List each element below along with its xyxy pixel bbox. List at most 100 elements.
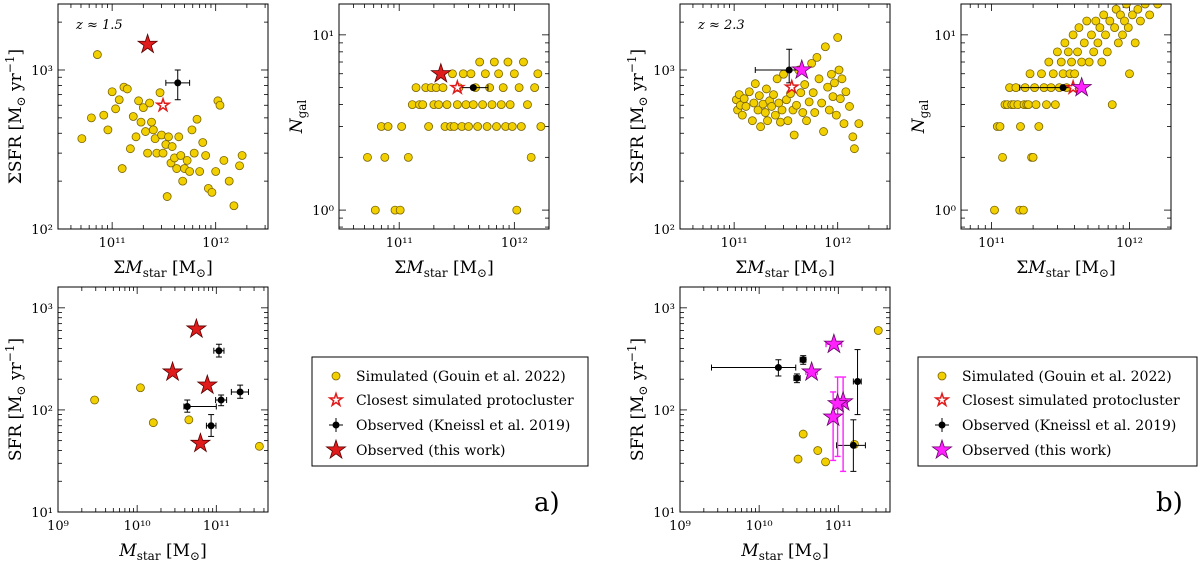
simulated-point bbox=[769, 90, 778, 100]
data-layer bbox=[710, 326, 883, 473]
legend-b-observed-this-label: Observed (this work) bbox=[962, 443, 1111, 459]
simulated-point bbox=[162, 192, 172, 201]
observed-prev-point bbox=[215, 347, 223, 355]
simulated-point bbox=[1101, 30, 1110, 40]
redshift-annotation: z ≈ 2.3 bbox=[697, 18, 745, 33]
simulated-point bbox=[211, 167, 221, 176]
simulated-point bbox=[1123, 23, 1133, 33]
simulated-point bbox=[1068, 30, 1078, 40]
simulated-point bbox=[395, 205, 405, 215]
simulated-point bbox=[143, 148, 153, 158]
simulated-point bbox=[235, 161, 244, 171]
simulated-point bbox=[1048, 69, 1058, 79]
simulated-point bbox=[201, 151, 211, 160]
simulated-point bbox=[772, 74, 782, 84]
simulated-point bbox=[760, 108, 770, 117]
simulated-point bbox=[1028, 152, 1038, 162]
closest-simulated-star bbox=[783, 78, 801, 95]
simulated-point bbox=[148, 125, 158, 135]
simulated-point bbox=[473, 122, 483, 131]
x-tick-label: 10¹² bbox=[824, 236, 851, 251]
simulated-point bbox=[782, 95, 791, 105]
simulated-point bbox=[1031, 100, 1041, 109]
simulated-point bbox=[854, 119, 864, 129]
panel-label-a: a) bbox=[534, 488, 560, 518]
y-axis-label: SFR [M⊙ yr−1] bbox=[3, 338, 28, 461]
simulated-point bbox=[812, 52, 822, 62]
simulated-point bbox=[1091, 16, 1101, 26]
observed-prev-point bbox=[236, 388, 244, 396]
simulated-point bbox=[737, 110, 747, 120]
simulated-point bbox=[763, 116, 772, 126]
simulated-point bbox=[824, 105, 834, 115]
simulated-point bbox=[749, 98, 759, 108]
simulated-point bbox=[147, 117, 156, 127]
simulated-point bbox=[184, 415, 194, 425]
simulated-point bbox=[800, 80, 810, 89]
data-layer bbox=[990, 4, 1163, 215]
legend-prev-dot bbox=[938, 421, 946, 429]
simulated-point bbox=[254, 441, 264, 451]
y-axis-label: ΣSFR [M⊙ yr−1] bbox=[3, 49, 28, 184]
simulated-point bbox=[523, 100, 532, 109]
panels: 10¹¹ 10¹² 10² 10³ ΣMstar [M⊙] ΣSFR [M⊙ yr−1] z… bbox=[3, 3, 1172, 563]
simulated-point bbox=[461, 100, 471, 109]
y-tick-label: 10² bbox=[31, 223, 53, 238]
simulated-point bbox=[174, 132, 184, 142]
simulated-point bbox=[814, 74, 824, 84]
plot-frame bbox=[679, 3, 891, 230]
simulated-point bbox=[1082, 16, 1092, 26]
y-axis-label: SFR [M⊙ yr−1] bbox=[625, 338, 650, 461]
panel-b_top_left: 10¹¹ 10¹² 10² 10³ ΣMstar [M⊙] ΣSFR [M⊙ yr−1] z… bbox=[625, 3, 891, 280]
simulated-point bbox=[475, 57, 485, 67]
simulated-point bbox=[1034, 122, 1044, 131]
simulated-point bbox=[503, 57, 513, 67]
simulated-point bbox=[789, 130, 799, 140]
legend-closest-star bbox=[933, 391, 951, 408]
y-tick-label: 10⁰ bbox=[312, 204, 334, 219]
ticks bbox=[960, 4, 1172, 229]
x-axis-label: ΣMstar [M⊙] bbox=[1016, 258, 1115, 280]
observed-this-star bbox=[161, 360, 184, 382]
simulated-point bbox=[1113, 38, 1123, 48]
simulated-point bbox=[762, 84, 771, 94]
simulated-point bbox=[92, 50, 102, 59]
simulated-point bbox=[774, 98, 784, 108]
simulated-point bbox=[1025, 69, 1035, 79]
legend-b-observed-this-marker bbox=[931, 438, 953, 460]
simulated-point bbox=[519, 57, 528, 67]
simulated-point bbox=[1120, 16, 1129, 26]
simulated-point bbox=[848, 132, 858, 142]
simulated-point bbox=[1125, 69, 1134, 79]
x-tick-label: 10¹¹ bbox=[721, 236, 748, 251]
legend-a: Simulated (Gouin et al. 2022) Closest si… bbox=[311, 356, 589, 467]
y-tick-label: 10² bbox=[653, 223, 675, 238]
simulated-point bbox=[189, 148, 199, 158]
simulated-point bbox=[1044, 57, 1054, 67]
x-tick-label: 10¹² bbox=[202, 236, 229, 251]
data-layer bbox=[90, 317, 264, 453]
simulated-point bbox=[1128, 10, 1137, 20]
simulated-point bbox=[533, 69, 543, 79]
panel-a_top_right: 10¹¹ 10¹² 10⁰ 10¹ ΣMstar [M⊙] Ngal bbox=[287, 3, 550, 280]
simulated-point bbox=[1140, 4, 1150, 9]
data-layer bbox=[731, 33, 864, 154]
simulated-point bbox=[141, 127, 150, 136]
simulated-point bbox=[1087, 30, 1096, 40]
simulated-point bbox=[810, 108, 820, 117]
x-tick-label: 10¹⁰ bbox=[746, 519, 773, 534]
observed-prev-point bbox=[799, 356, 807, 364]
simulated-point bbox=[122, 84, 132, 94]
simulated-point bbox=[99, 110, 109, 120]
simulated-point bbox=[808, 88, 818, 98]
simulated-point bbox=[1089, 47, 1099, 57]
simulated-point bbox=[229, 201, 239, 211]
y-tick-label: 10¹ bbox=[934, 29, 956, 44]
simulated-point bbox=[1016, 122, 1025, 131]
panel-a_bottom: 10⁹ 10¹⁰ 10¹¹ 10¹ 10² 10³ Mstar [M⊙] SFR [M⊙ yr… bbox=[3, 286, 269, 563]
ticks bbox=[679, 287, 890, 513]
observed-this-star bbox=[196, 373, 219, 395]
simulated-point bbox=[466, 69, 476, 79]
x-tick-label: 10¹⁰ bbox=[124, 519, 151, 534]
simulated-point bbox=[505, 100, 515, 109]
